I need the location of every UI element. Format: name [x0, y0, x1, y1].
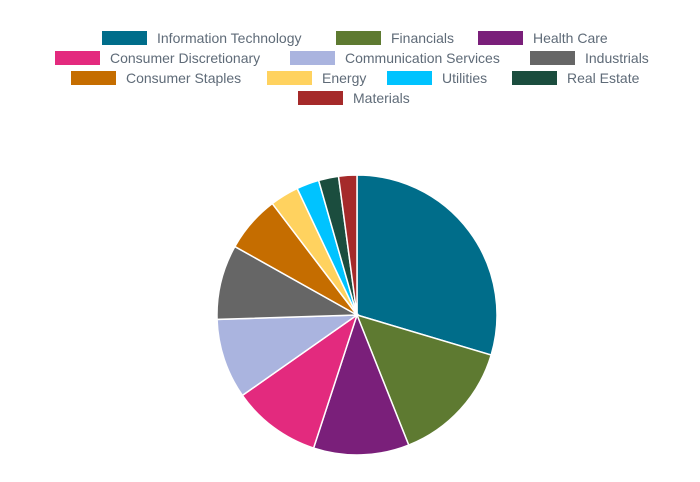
legend-label: Energy — [322, 70, 366, 86]
legend-swatch — [290, 51, 335, 65]
legend-item[interactable]: Financials — [336, 30, 454, 46]
legend-label: Communication Services — [345, 50, 500, 66]
legend-item[interactable]: Industrials — [530, 50, 649, 66]
legend-label: Financials — [391, 30, 454, 46]
legend-swatch — [267, 71, 312, 85]
legend-swatch — [512, 71, 557, 85]
legend-item[interactable]: Information Technology — [102, 30, 302, 46]
legend-swatch — [336, 31, 381, 45]
legend-item[interactable]: Communication Services — [290, 50, 500, 66]
pie — [216, 174, 498, 456]
legend: Information Technology Financials Health C… — [55, 30, 649, 106]
legend-item[interactable]: Materials — [298, 90, 410, 106]
legend-label: Materials — [353, 90, 410, 106]
pie-slice-financials[interactable] — [355, 313, 493, 447]
legend-label: Utilities — [442, 70, 487, 86]
legend-swatch — [387, 71, 432, 85]
pie-slice-health-care[interactable] — [312, 312, 410, 456]
legend-swatch — [298, 91, 343, 105]
legend-swatch — [55, 51, 100, 65]
legend-item[interactable]: Real Estate — [512, 70, 640, 86]
legend-item[interactable]: Utilities — [387, 70, 487, 86]
legend-swatch — [102, 31, 147, 45]
legend-item[interactable]: Consumer Staples — [71, 70, 241, 86]
legend-swatch — [478, 31, 523, 45]
legend-swatch — [530, 51, 575, 65]
legend-label: Information Technology — [157, 30, 302, 46]
pie-slice-information-technology[interactable] — [356, 174, 498, 356]
legend-swatch — [71, 71, 116, 85]
legend-item[interactable]: Energy — [267, 70, 366, 86]
legend-label: Consumer Staples — [126, 70, 241, 86]
pie-slice-materials[interactable] — [337, 174, 358, 316]
legend-item[interactable]: Consumer Discretionary — [55, 50, 260, 66]
legend-label: Health Care — [533, 30, 608, 46]
legend-label: Industrials — [585, 50, 649, 66]
legend-label: Real Estate — [567, 70, 640, 86]
pie-slice-communication-services[interactable] — [216, 314, 360, 397]
legend-item[interactable]: Health Care — [478, 30, 608, 46]
legend-label: Consumer Discretionary — [110, 50, 260, 66]
pie-slice-consumer-discretionary[interactable] — [241, 313, 359, 450]
